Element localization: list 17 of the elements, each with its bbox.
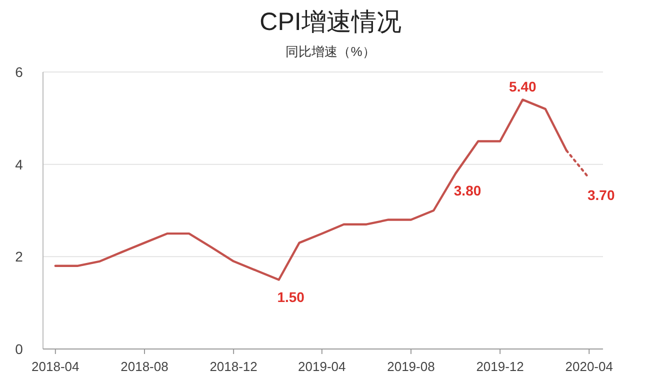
x-tick-label: 2019-12 (476, 359, 524, 374)
x-tick-label: 2018-08 (120, 359, 168, 374)
x-tick-label: 2019-04 (298, 359, 346, 374)
x-tick-label: 2019-08 (387, 359, 435, 374)
annotation: 3.80 (454, 182, 482, 199)
x-tick-label: 2018-04 (32, 359, 80, 374)
y-tick-label: 2 (15, 248, 24, 265)
x-tick-label: 2018-12 (210, 359, 258, 374)
annotation: 1.50 (277, 288, 305, 305)
annotation: 3.70 (588, 187, 615, 204)
chart-subtitle: 同比增速（%） (286, 44, 376, 59)
x-tick-label: 2020-04 (565, 359, 613, 374)
chart-title: CPI增速情况 (260, 8, 402, 36)
y-tick-label: 4 (15, 156, 24, 172)
annotation: 5.40 (509, 78, 537, 95)
y-tick-label: 6 (15, 64, 24, 80)
y-tick-label: 0 (15, 341, 24, 357)
